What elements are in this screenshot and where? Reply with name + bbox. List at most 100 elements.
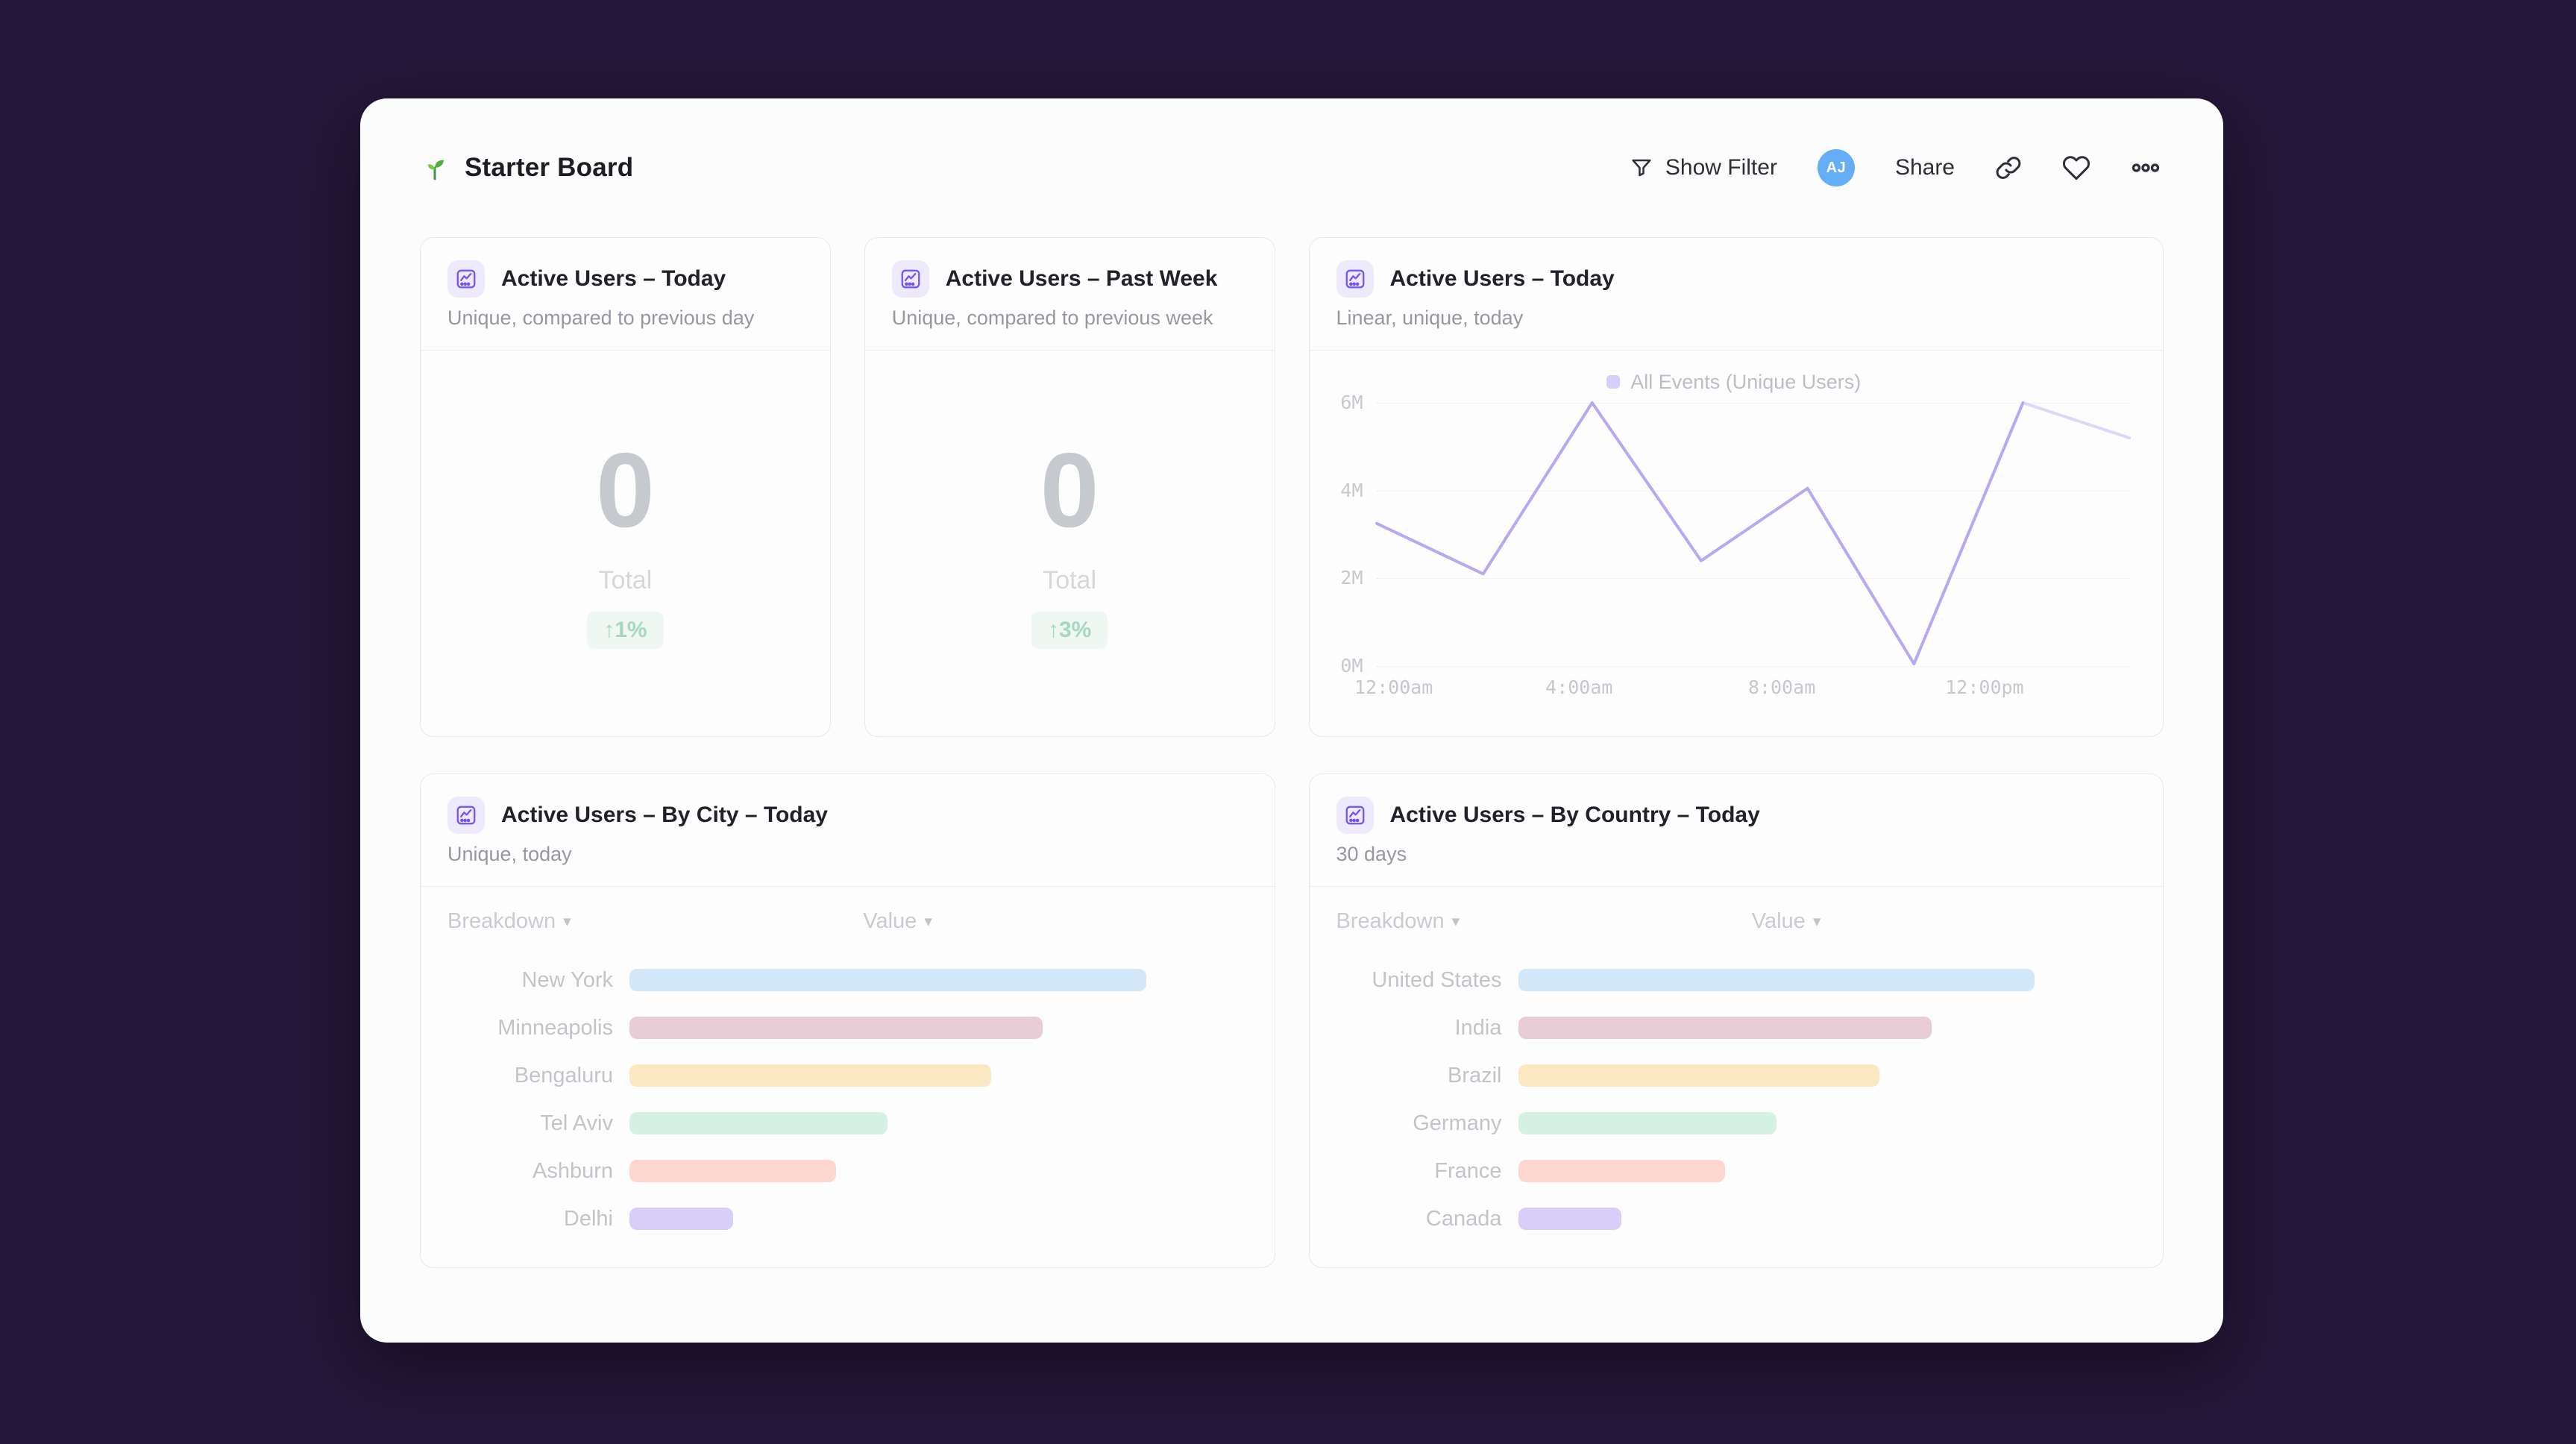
heart-icon: [2062, 156, 2090, 180]
x-axis: 12:00am 4:00am 8:00am 12:00pm: [1354, 666, 2132, 711]
row-label: Minneapolis: [497, 1015, 613, 1040]
gridline: 4M: [1340, 480, 2132, 501]
row-label: Germany: [1413, 1111, 1502, 1135]
bar-track: [629, 1160, 1245, 1182]
chevron-down-icon: ▾: [1812, 913, 1821, 930]
bar-track: [629, 1112, 1245, 1134]
bar-track: [1518, 1208, 2134, 1230]
bar-track: [1518, 1017, 2134, 1039]
bar-track: [629, 969, 1245, 991]
y-axis-tick: 2M: [1340, 567, 1363, 589]
card-title[interactable]: Active Users – Past Week: [945, 266, 1218, 291]
value-bar: [1518, 1017, 1932, 1039]
value-bar: [629, 1064, 991, 1087]
table-row: New York: [447, 956, 1245, 1004]
row-label: Tel Aviv: [540, 1111, 613, 1135]
metric-label: Total: [1043, 566, 1097, 594]
line-chart-icon: [456, 806, 476, 825]
metric-value: 0: [1040, 431, 1099, 550]
chevron-down-icon: ▾: [924, 913, 932, 930]
breakdown-rows: New York Minneapolis Bengaluru Tel Aviv Ashb…: [447, 956, 1245, 1243]
card-title[interactable]: Active Users – By Country – Today: [1389, 803, 1760, 827]
row-label: Bengaluru: [514, 1063, 613, 1087]
metric-body: 0 Total ↑1%: [421, 351, 830, 736]
share-button[interactable]: Share: [1895, 155, 1955, 180]
value-column-label: Value: [863, 909, 917, 933]
value-bar: [1518, 1064, 1880, 1087]
card-header: Active Users – By City – Today Unique, t…: [421, 774, 1275, 887]
value-bar: [1518, 1160, 1725, 1182]
row-label: Delhi: [563, 1206, 613, 1231]
value-column-label: Value: [1751, 909, 1806, 933]
row-label: India: [1454, 1015, 1502, 1040]
link-icon: [1996, 157, 2021, 179]
avatar[interactable]: AJ: [1817, 149, 1855, 186]
line-plot-area[interactable]: 6M 4M 2M 0M: [1340, 392, 2132, 677]
bar-track: [1518, 1064, 2134, 1087]
card-active-users-by-country: Active Users – By Country – Today 30 day…: [1308, 773, 2164, 1268]
card-subtitle: Unique, compared to previous day: [447, 307, 755, 329]
metric-label: Total: [598, 566, 653, 594]
table-row: Germany: [1336, 1099, 2134, 1147]
gridline: 6M: [1340, 392, 2132, 413]
table-row: France: [1336, 1147, 2134, 1195]
row-label: Ashburn: [532, 1158, 613, 1183]
bar-track: [1518, 1160, 2134, 1182]
card-title[interactable]: Active Users – By City – Today: [501, 803, 828, 827]
card-subtitle: Unique, compared to previous week: [891, 307, 1213, 329]
card-header: Active Users – Past Week Unique, compare…: [864, 238, 1275, 351]
chevron-down-icon: ▾: [563, 913, 571, 930]
card-active-users-past-week: Active Users – Past Week Unique, compare…: [864, 237, 1275, 737]
legend-item-all-events[interactable]: All Events (Unique Users): [1328, 367, 2141, 397]
page-title: Starter Board: [465, 153, 634, 182]
value-column-header[interactable]: Value ▾: [863, 909, 1244, 934]
line-series-svg: [1377, 403, 2132, 666]
dashboard-panel: Starter Board Show Filter AJ Share: [360, 98, 2223, 1343]
row-label: United States: [1372, 967, 1502, 992]
seedling-icon: [427, 160, 444, 180]
chevron-down-icon: ▾: [1451, 913, 1460, 930]
gridline: 2M: [1340, 567, 2132, 588]
copy-link-button[interactable]: [1995, 154, 2022, 181]
card-header: Active Users – Today Linear, unique, tod…: [1309, 238, 2163, 351]
value-bar: [629, 1208, 733, 1230]
value-bar: [1518, 1208, 1622, 1230]
card-title[interactable]: Active Users – Today: [501, 266, 726, 291]
row-label: France: [1434, 1158, 1502, 1183]
chart-icon-badge: [447, 260, 485, 298]
breakdown-column-header[interactable]: Breakdown ▾: [447, 909, 629, 934]
legend-swatch: [1606, 375, 1621, 389]
table-row: Bengaluru: [447, 1052, 1245, 1099]
line-chart-icon: [456, 269, 476, 289]
board-title-group: Starter Board: [420, 153, 633, 183]
breakdown-column-label: Breakdown: [1336, 909, 1445, 933]
share-label: Share: [1894, 155, 1955, 180]
show-filter-button[interactable]: Show Filter: [1630, 155, 1777, 180]
value-column-header[interactable]: Value ▾: [1752, 909, 2133, 934]
table-row: India: [1336, 1004, 2134, 1052]
gridline: 0M: [1340, 655, 2132, 677]
breakdown-column-header[interactable]: Breakdown ▾: [1336, 909, 1518, 934]
breakdown-rows: United States India Brazil Germany France Can…: [1336, 956, 2134, 1243]
bar-track: [629, 1208, 1245, 1230]
card-title[interactable]: Active Users – Today: [1389, 266, 1615, 291]
breakdown-table: Breakdown ▾ Value ▾ United States India Br…: [1310, 887, 2164, 1267]
delta-badge: ↑1%: [587, 612, 664, 649]
metric-body: 0 Total ↑3%: [865, 351, 1275, 736]
table-row: United States: [1336, 956, 2134, 1004]
chart-icon-badge: [447, 797, 485, 834]
ellipsis-icon: [2132, 163, 2160, 172]
legend-label: All Events (Unique Users): [1630, 370, 1862, 393]
chart-icon-badge: [1336, 797, 1374, 834]
delta-badge: ↑3%: [1031, 612, 1108, 649]
favorite-button[interactable]: [2062, 154, 2090, 182]
card-subtitle: Unique, today: [447, 843, 572, 865]
card-active-users-today: Active Users – Today Unique, compared to…: [420, 237, 831, 737]
breakdown-table-header: Breakdown ▾ Value ▾: [1336, 909, 2134, 934]
more-options-button[interactable]: [2131, 153, 2161, 183]
value-bar: [1518, 969, 2035, 991]
line-chart-icon: [1345, 269, 1364, 289]
x-axis-tick: 8:00am: [1747, 677, 1816, 698]
card-active-users-by-city: Active Users – By City – Today Unique, t…: [420, 773, 1275, 1268]
cards-grid: Active Users – Today Unique, compared to…: [420, 237, 2164, 1268]
